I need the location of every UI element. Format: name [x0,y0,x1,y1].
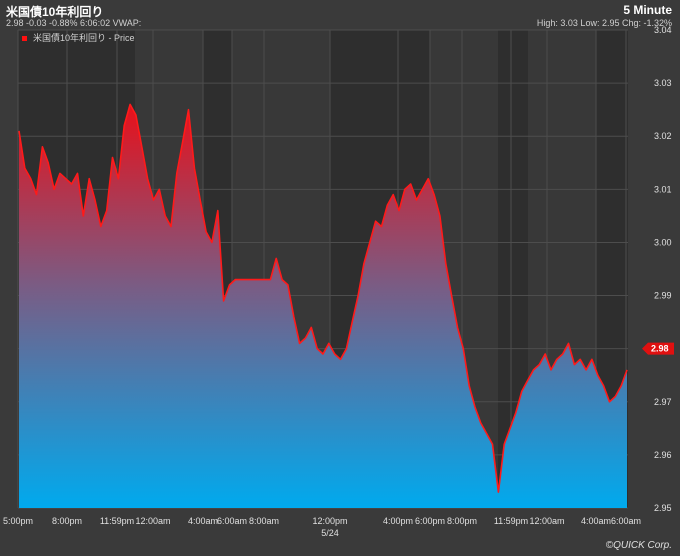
stats-line: High: 3.03 Low: 2.95 Chg: -1.32% [536,18,672,28]
last-value-label: 2.98 [651,344,669,354]
y-tick-label: 3.02 [654,131,672,141]
x-tick-label: 4:00pm [383,516,413,526]
legend-swatch [22,36,27,42]
x-tick-label: 6:00am [611,516,641,526]
legend: 米国債10年利回り - Price [22,31,135,44]
x-tick-label: 4:00am [188,516,218,526]
x-tick-label: 6:00am [217,516,247,526]
y-tick-label: 3.00 [654,237,672,247]
y-tick-label: 2.95 [654,503,672,513]
x-tick-label: 5:00pm [3,516,33,526]
quote-line: 2.98 -0.03 -0.88% 6:06:02 VWAP: [6,18,142,28]
y-tick-label: 3.04 [654,25,672,35]
y-tick-label: 3.03 [654,78,672,88]
date-marker: 5/24 [321,528,339,538]
x-tick-label: 12:00pm [312,516,347,526]
x-tick-label: 6:00pm [415,516,445,526]
y-tick-label: 2.99 [654,291,672,301]
price-line [18,103,628,493]
last-value-badge: 2.98 [642,342,674,355]
y-tick-label: 2.96 [654,450,672,460]
chart-title: 米国債10年利回り [6,5,104,19]
x-tick-label: 8:00am [249,516,279,526]
x-tick-label: 4:00am [581,516,611,526]
copyright: ©QUICK Corp. [605,540,672,551]
legend-label: 米国債10年利回り - Price [33,33,135,43]
x-tick-label: 12:00am [135,516,170,526]
x-tick-label: 12:00am [529,516,564,526]
x-tick-label: 8:00pm [447,516,477,526]
x-tick-label: 11:59pm [100,516,134,526]
y-tick-label: 3.01 [654,184,672,194]
interval-label[interactable]: 5 Minute [623,3,672,17]
y-tick-label: 2.97 [654,397,672,407]
x-tick-label: 8:00pm [52,516,82,526]
x-tick-label: 11:59pm [494,516,528,526]
